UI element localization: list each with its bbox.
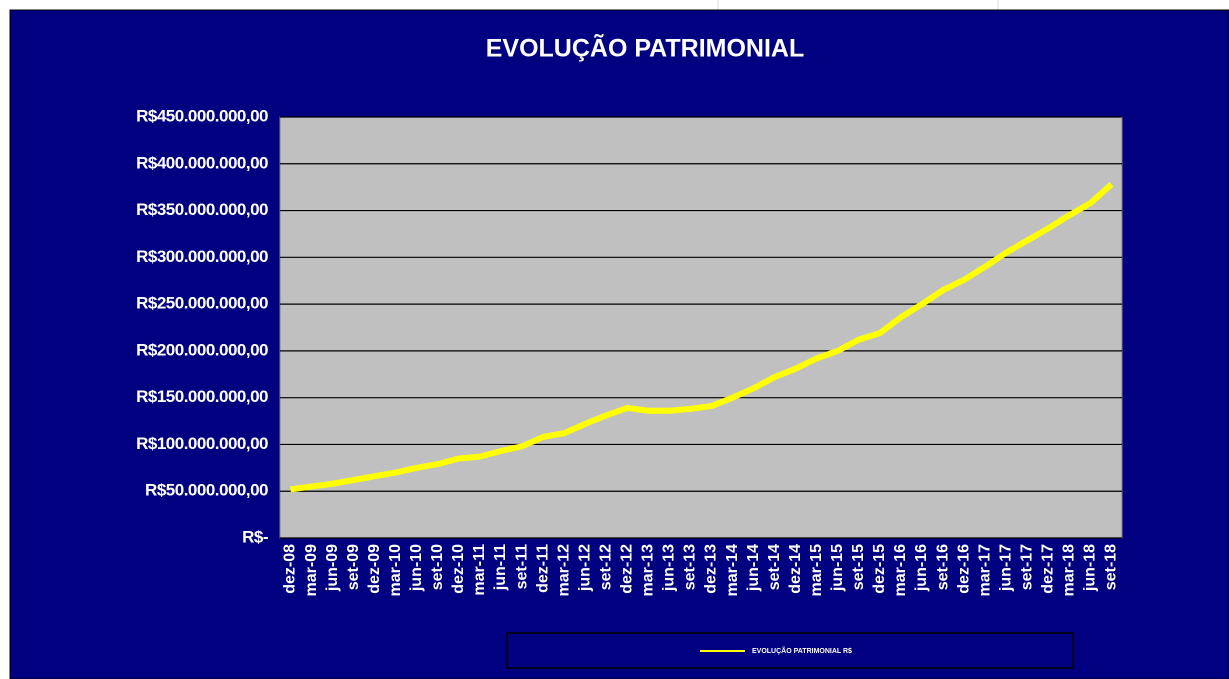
x-tick-label: set-13 [682, 544, 699, 590]
x-tick-label: mar-14 [724, 544, 741, 597]
x-tick-label: set-10 [429, 544, 446, 590]
x-tick-label: mar-15 [808, 544, 825, 597]
y-tick-label: R$350.000.000,00 [136, 200, 268, 219]
x-tick-label: mar-18 [1061, 544, 1078, 597]
x-tick-label: dez-11 [534, 544, 551, 593]
x-tick-label: jun-10 [408, 544, 425, 592]
x-tick-label: dez-09 [366, 544, 383, 594]
legend [506, 632, 1074, 669]
y-tick-label: R$400.000.000,00 [136, 153, 268, 172]
x-tick-label: dez-13 [703, 544, 720, 594]
x-tick-label: jun-09 [324, 544, 341, 592]
x-tick-label: jun-17 [997, 544, 1014, 592]
legend-label: EVOLUÇÃO PATRIMONIAL R$ [752, 646, 852, 655]
y-tick-label: R$250.000.000,00 [136, 294, 268, 313]
x-tick-label: jun-16 [913, 544, 930, 592]
x-tick-label: dez-17 [1040, 544, 1057, 594]
x-tick-label: set-12 [597, 544, 614, 590]
x-tick-label: dez-10 [450, 544, 467, 594]
x-tick-label: set-15 [850, 544, 867, 590]
x-tick-label: dez-12 [619, 544, 636, 594]
x-tick-label: mar-13 [640, 544, 657, 597]
x-tick-label: jun-18 [1082, 544, 1099, 592]
x-tick-label: jun-12 [576, 544, 593, 592]
x-tick-label: set-17 [1018, 544, 1035, 590]
x-tick-label: dez-14 [787, 544, 804, 594]
x-tick-label: mar-17 [976, 544, 993, 597]
x-tick-label: jun-15 [829, 544, 846, 592]
x-tick-label: mar-11 [471, 544, 488, 596]
x-tick-label: mar-10 [387, 544, 404, 597]
y-tick-label: R$300.000.000,00 [136, 247, 268, 266]
y-tick-label: R$50.000.000,00 [145, 481, 268, 500]
x-tick-label: mar-16 [892, 544, 909, 597]
y-tick-label: R$- [242, 527, 268, 546]
x-tick-label: set-09 [345, 544, 362, 590]
series-line [290, 182, 1114, 493]
x-tick-label: jun-11 [492, 544, 509, 591]
y-tick-label: R$100.000.000,00 [136, 434, 268, 453]
x-tick-label: set-18 [1103, 544, 1120, 590]
x-tick-label: mar-12 [555, 544, 572, 597]
plot-area [279, 116, 1123, 539]
x-tick-label: jun-13 [661, 544, 678, 592]
y-tick-label: R$150.000.000,00 [136, 387, 268, 406]
chart-title: EVOLUÇÃO PATRIMONIAL [486, 33, 805, 63]
x-tick-label: jun-14 [745, 544, 762, 592]
y-tick-label: R$450.000.000,00 [136, 106, 268, 125]
x-tick-label: mar-09 [303, 544, 320, 597]
y-tick-label: R$200.000.000,00 [136, 340, 268, 359]
x-tick-label: dez-16 [955, 544, 972, 594]
x-tick-label: set-11 [513, 544, 530, 589]
x-tick-label: set-14 [766, 544, 783, 590]
x-tick-label: set-16 [934, 544, 951, 590]
x-tick-label: dez-08 [282, 544, 299, 594]
x-tick-label: dez-15 [871, 544, 888, 594]
